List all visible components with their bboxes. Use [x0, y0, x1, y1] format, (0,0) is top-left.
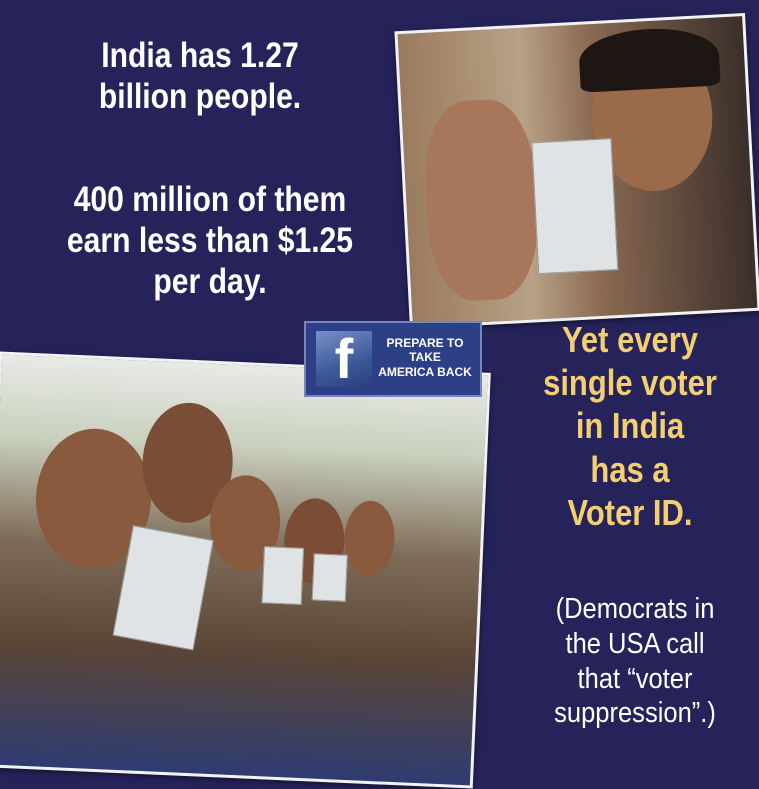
note-line: the USA call	[565, 627, 705, 660]
voter-id-card	[531, 138, 619, 275]
headline-line: India has 1.27	[101, 36, 299, 75]
badge-line: AMERICA BACK	[378, 364, 472, 379]
claim-line: single voter	[543, 362, 717, 404]
note-line: suppression”.)	[554, 697, 716, 730]
face	[342, 499, 397, 577]
stat-line: earn less than $1.25	[66, 220, 354, 260]
hand	[421, 97, 542, 303]
badge-line: TAKE	[409, 350, 441, 365]
note-line: (Democrats in	[555, 593, 715, 625]
note-line: that “voter	[577, 662, 693, 695]
badge-line: PREPARE TO	[386, 336, 464, 350]
photo-woman-holding-voter-id	[394, 13, 759, 329]
note: (Democrats in the USA call that “voter s…	[529, 592, 740, 731]
stat-line: 400 million of them	[73, 180, 347, 219]
voter-id-card	[311, 553, 348, 602]
voter-id-claim: Yet every single voter in India has a Vo…	[527, 318, 733, 534]
photo-women-in-line-with-voter-ids	[0, 351, 491, 789]
poverty-stat: 400 million of them earn less than $1.25…	[29, 180, 390, 303]
headline: India has 1.27 billion people.	[45, 36, 355, 118]
stat-line: per day.	[153, 261, 267, 301]
headline-line: billion people.	[98, 76, 302, 116]
badge-text: PREPARE TO TAKE AMERICA BACK	[372, 336, 478, 379]
claim-line: Voter ID.	[567, 491, 693, 533]
claim-line: Yet every	[561, 319, 698, 360]
hair	[577, 25, 721, 93]
facebook-page-badge: f PREPARE TO TAKE AMERICA BACK	[304, 321, 482, 397]
claim-line: has a	[590, 448, 670, 490]
voter-id-card	[261, 546, 305, 605]
claim-line: in India	[575, 405, 685, 447]
logo-letter: f	[334, 331, 354, 387]
facebook-logo-icon: f	[316, 331, 372, 387]
